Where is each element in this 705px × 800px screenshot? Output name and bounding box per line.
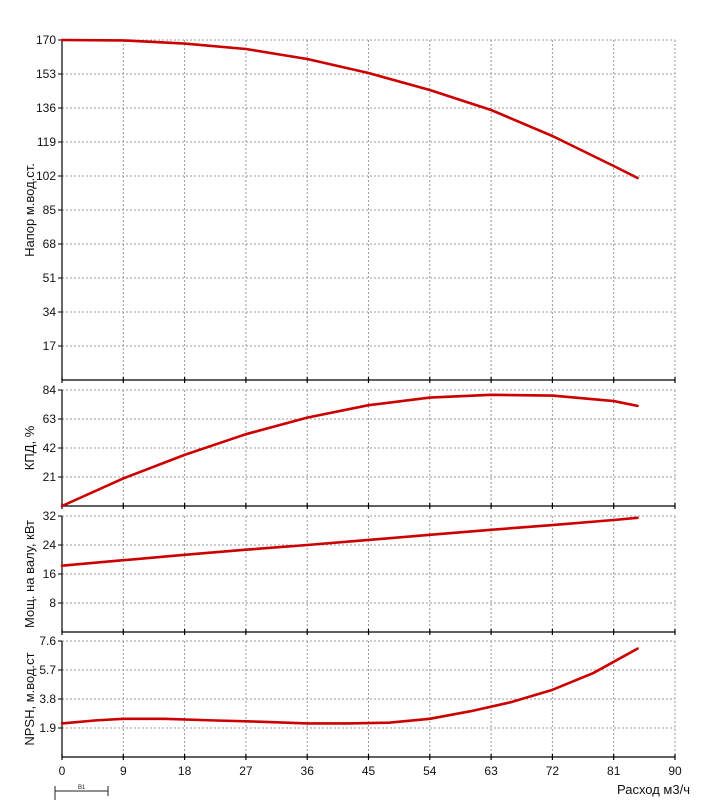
y-tick-label: 1.9 <box>39 721 56 735</box>
panel-1: 170 153 136 119 102 85 68 51 34 17 Напор м.вод.ст. <box>22 33 676 383</box>
x-tick-label: 9 <box>120 764 127 778</box>
y-tick-label: 170 <box>36 33 56 47</box>
chart-panels: 170 153 136 119 102 85 68 51 34 17 Напор м.вод.ст.… <box>22 33 690 797</box>
series-line <box>60 38 639 180</box>
y-tick-label: 119 <box>37 135 56 149</box>
x-tick-label: 72 <box>546 764 560 778</box>
x-tick-label: 45 <box>362 764 376 778</box>
y-tick-label: 63 <box>43 412 57 426</box>
y-tick-label: 21 <box>43 470 57 484</box>
x-tick-label: 81 <box>607 764 621 778</box>
x-axis-labels: 0 9 18 27 36 45 54 63 72 81 90 Расход м3/ч <box>59 764 690 797</box>
x-tick-label: 63 <box>484 764 498 778</box>
y-tick-label: 153 <box>36 67 56 81</box>
series-line <box>60 647 639 725</box>
y-tick-label: 51 <box>43 271 57 285</box>
x-axis-title: Расход м3/ч <box>617 782 690 797</box>
x-tick-label: 0 <box>59 764 66 778</box>
y-axis-title: Мощ. на валу, кВт <box>22 520 37 628</box>
x-tick-label: 36 <box>301 764 315 778</box>
y-tick-label: 84 <box>43 383 57 397</box>
panel-2: 84 63 42 21 КПД, % <box>22 383 676 509</box>
y-tick-label: 136 <box>36 101 56 115</box>
y-tick-label: 7.6 <box>39 634 56 648</box>
series-line <box>60 516 639 567</box>
y-tick-label: 42 <box>43 441 57 455</box>
y-axis-title: NPSH, м.вод.ст <box>22 652 37 745</box>
y-axis-title: Напор м.вод.ст. <box>22 163 37 257</box>
y-axis-title: КПД, % <box>22 425 37 470</box>
series-line <box>60 393 639 508</box>
panel-3: 32 24 16 8 Мощ. на валу, кВт <box>22 509 676 635</box>
y-tick-label: 34 <box>43 305 57 319</box>
y-tick-label: 85 <box>43 203 57 217</box>
x-tick-label: 18 <box>178 764 192 778</box>
y-tick-label: 68 <box>43 237 57 251</box>
y-tick-label: 8 <box>49 596 56 610</box>
y-tick-label: 24 <box>43 538 57 552</box>
y-tick-label: 3.8 <box>39 692 56 706</box>
y-tick-label: 5.7 <box>39 663 56 677</box>
y-tick-label: 102 <box>36 169 56 183</box>
legend-label: В1 <box>78 785 86 791</box>
x-tick-label: 54 <box>423 764 437 778</box>
legend: В1 <box>54 785 109 800</box>
y-tick-label: 16 <box>43 567 57 581</box>
y-tick-label: 17 <box>43 339 57 353</box>
x-tick-label: 90 <box>668 764 682 778</box>
x-tick-label: 27 <box>239 764 253 778</box>
y-tick-label: 32 <box>43 509 57 523</box>
